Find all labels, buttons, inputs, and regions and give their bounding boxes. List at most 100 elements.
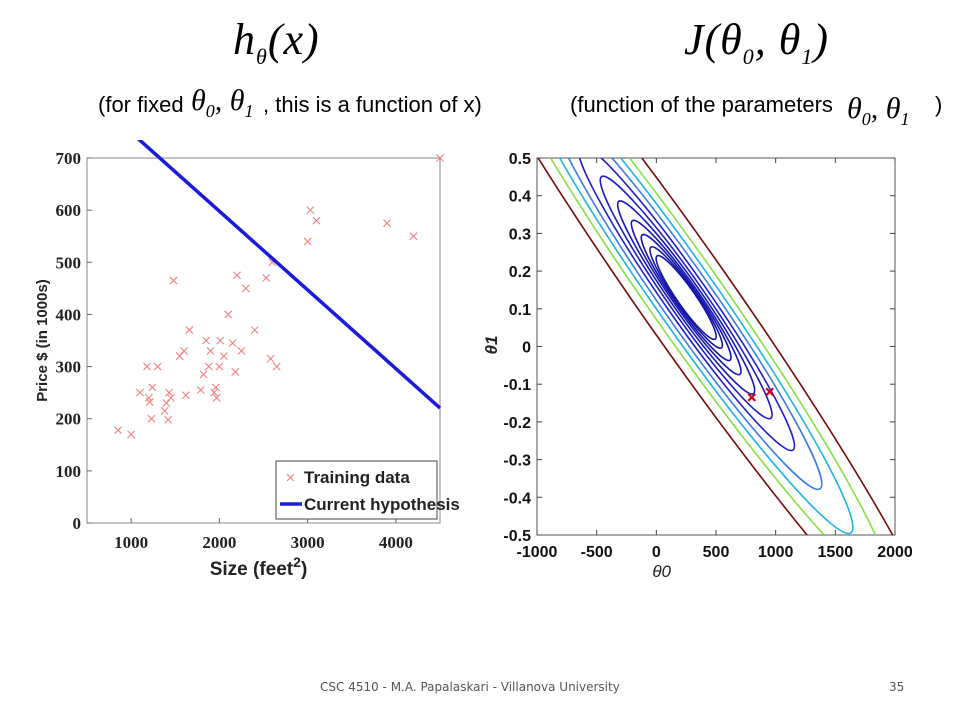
training-point	[127, 430, 136, 439]
training-point	[241, 284, 250, 293]
x-tick-label: -1000	[517, 544, 558, 561]
training-point	[231, 367, 240, 376]
x-stroke	[206, 346, 215, 355]
x-stroke	[250, 326, 259, 335]
contour-line	[537, 158, 891, 535]
x-stroke	[286, 473, 295, 482]
y-tick-label: 0.1	[509, 302, 531, 319]
x-stroke	[211, 383, 220, 392]
scatter-chart: 0 100 200 300 400 500 600 700 1000 2000 3000 4000 Pr…	[34, 140, 460, 580]
x-stroke	[166, 393, 175, 402]
x-stroke	[210, 388, 219, 397]
right-note-pre: (function of the parameters	[570, 92, 833, 117]
contour-line	[630, 219, 742, 376]
x-stroke	[202, 336, 211, 345]
y-tick-label: 0.4	[509, 189, 531, 206]
x-stroke	[196, 386, 205, 395]
contour-line	[549, 158, 823, 491]
training-point	[199, 370, 208, 379]
y-tick-label: -0.1	[503, 377, 531, 394]
x-stroke	[165, 388, 174, 397]
training-point	[212, 393, 221, 402]
left-note-pre: (for fixed	[98, 92, 184, 117]
x-tick-label: 3000	[291, 533, 325, 552]
training-point	[165, 388, 174, 397]
contour-line	[640, 233, 732, 362]
training-point	[185, 326, 194, 335]
training-point	[135, 388, 144, 397]
contour-line	[577, 158, 796, 452]
legend-x-icon	[286, 473, 295, 482]
y-tick-label: -0.2	[503, 415, 531, 432]
y-tick-label: 200	[56, 410, 82, 429]
x-stroke	[266, 354, 275, 363]
y-tick-label: 600	[56, 201, 82, 220]
training-point	[181, 391, 190, 400]
legend-box	[275, 460, 438, 520]
left-formula: hθ(x)	[233, 15, 320, 69]
x-stroke	[147, 414, 156, 423]
x-stroke	[185, 326, 194, 335]
y-axis-label: θ1	[482, 336, 501, 355]
training-point	[272, 362, 281, 371]
y-tick-label: 300	[56, 358, 82, 377]
x-tick-label: 500	[703, 544, 730, 561]
training-point	[175, 352, 184, 361]
contour-line	[537, 158, 854, 535]
left-params: θ0, θ1	[191, 84, 254, 121]
x-stroke	[262, 273, 271, 282]
x-stroke	[409, 232, 418, 241]
x-axis-label: Size (feet2)	[210, 554, 308, 580]
x-stroke	[765, 387, 774, 397]
x-stroke	[180, 346, 189, 355]
contour-line	[616, 200, 756, 395]
training-point	[164, 415, 173, 424]
x-stroke	[148, 383, 157, 392]
training-point	[210, 388, 219, 397]
x-stroke	[237, 346, 246, 355]
x-stroke	[219, 352, 228, 361]
x-tick-label: 1500	[818, 544, 854, 561]
x-stroke	[747, 393, 757, 402]
right-note-post: )	[935, 92, 943, 117]
training-point	[224, 310, 233, 319]
x-stroke	[241, 284, 250, 293]
x-tick-label: 1000	[114, 533, 148, 552]
y-tick-label: 0.3	[509, 226, 531, 243]
training-point	[306, 206, 315, 215]
y-tick-label: 0	[73, 514, 82, 533]
right-params: θ0, θ1	[847, 92, 910, 129]
training-point	[196, 386, 205, 395]
x-tick-label: 2000	[202, 533, 236, 552]
x-stroke	[153, 362, 162, 371]
training-point	[216, 336, 225, 345]
theta-sub: θ	[256, 43, 268, 69]
training-point	[233, 271, 242, 280]
training-point	[383, 219, 392, 228]
y-tick-label: 500	[56, 253, 82, 272]
page-number: 35	[889, 680, 905, 694]
training-point	[262, 273, 271, 282]
h-symbol: h	[233, 15, 256, 64]
left-note-post: , this is a function of x)	[263, 92, 482, 117]
contour-line	[599, 175, 773, 420]
x-stroke	[231, 367, 240, 376]
training-point	[312, 216, 321, 225]
training-point	[303, 237, 312, 246]
y-tick-label: -0.3	[503, 453, 531, 470]
training-point	[204, 362, 213, 371]
x-tick-label: 0	[652, 544, 661, 561]
x-stroke	[144, 393, 153, 402]
x-stroke	[164, 415, 173, 424]
training-point	[162, 399, 171, 408]
x-tick-label: -500	[581, 544, 613, 561]
legend-hypothesis-label: Current hypothesis	[304, 495, 460, 514]
training-point	[250, 326, 259, 335]
training-point	[211, 383, 220, 392]
training-point	[148, 383, 157, 392]
training-point	[143, 362, 151, 371]
contour-group	[537, 158, 895, 535]
right-formula: J(θ0, θ1)	[684, 15, 830, 69]
x-tick-label: 1000	[758, 544, 794, 561]
x-stroke	[216, 336, 225, 345]
